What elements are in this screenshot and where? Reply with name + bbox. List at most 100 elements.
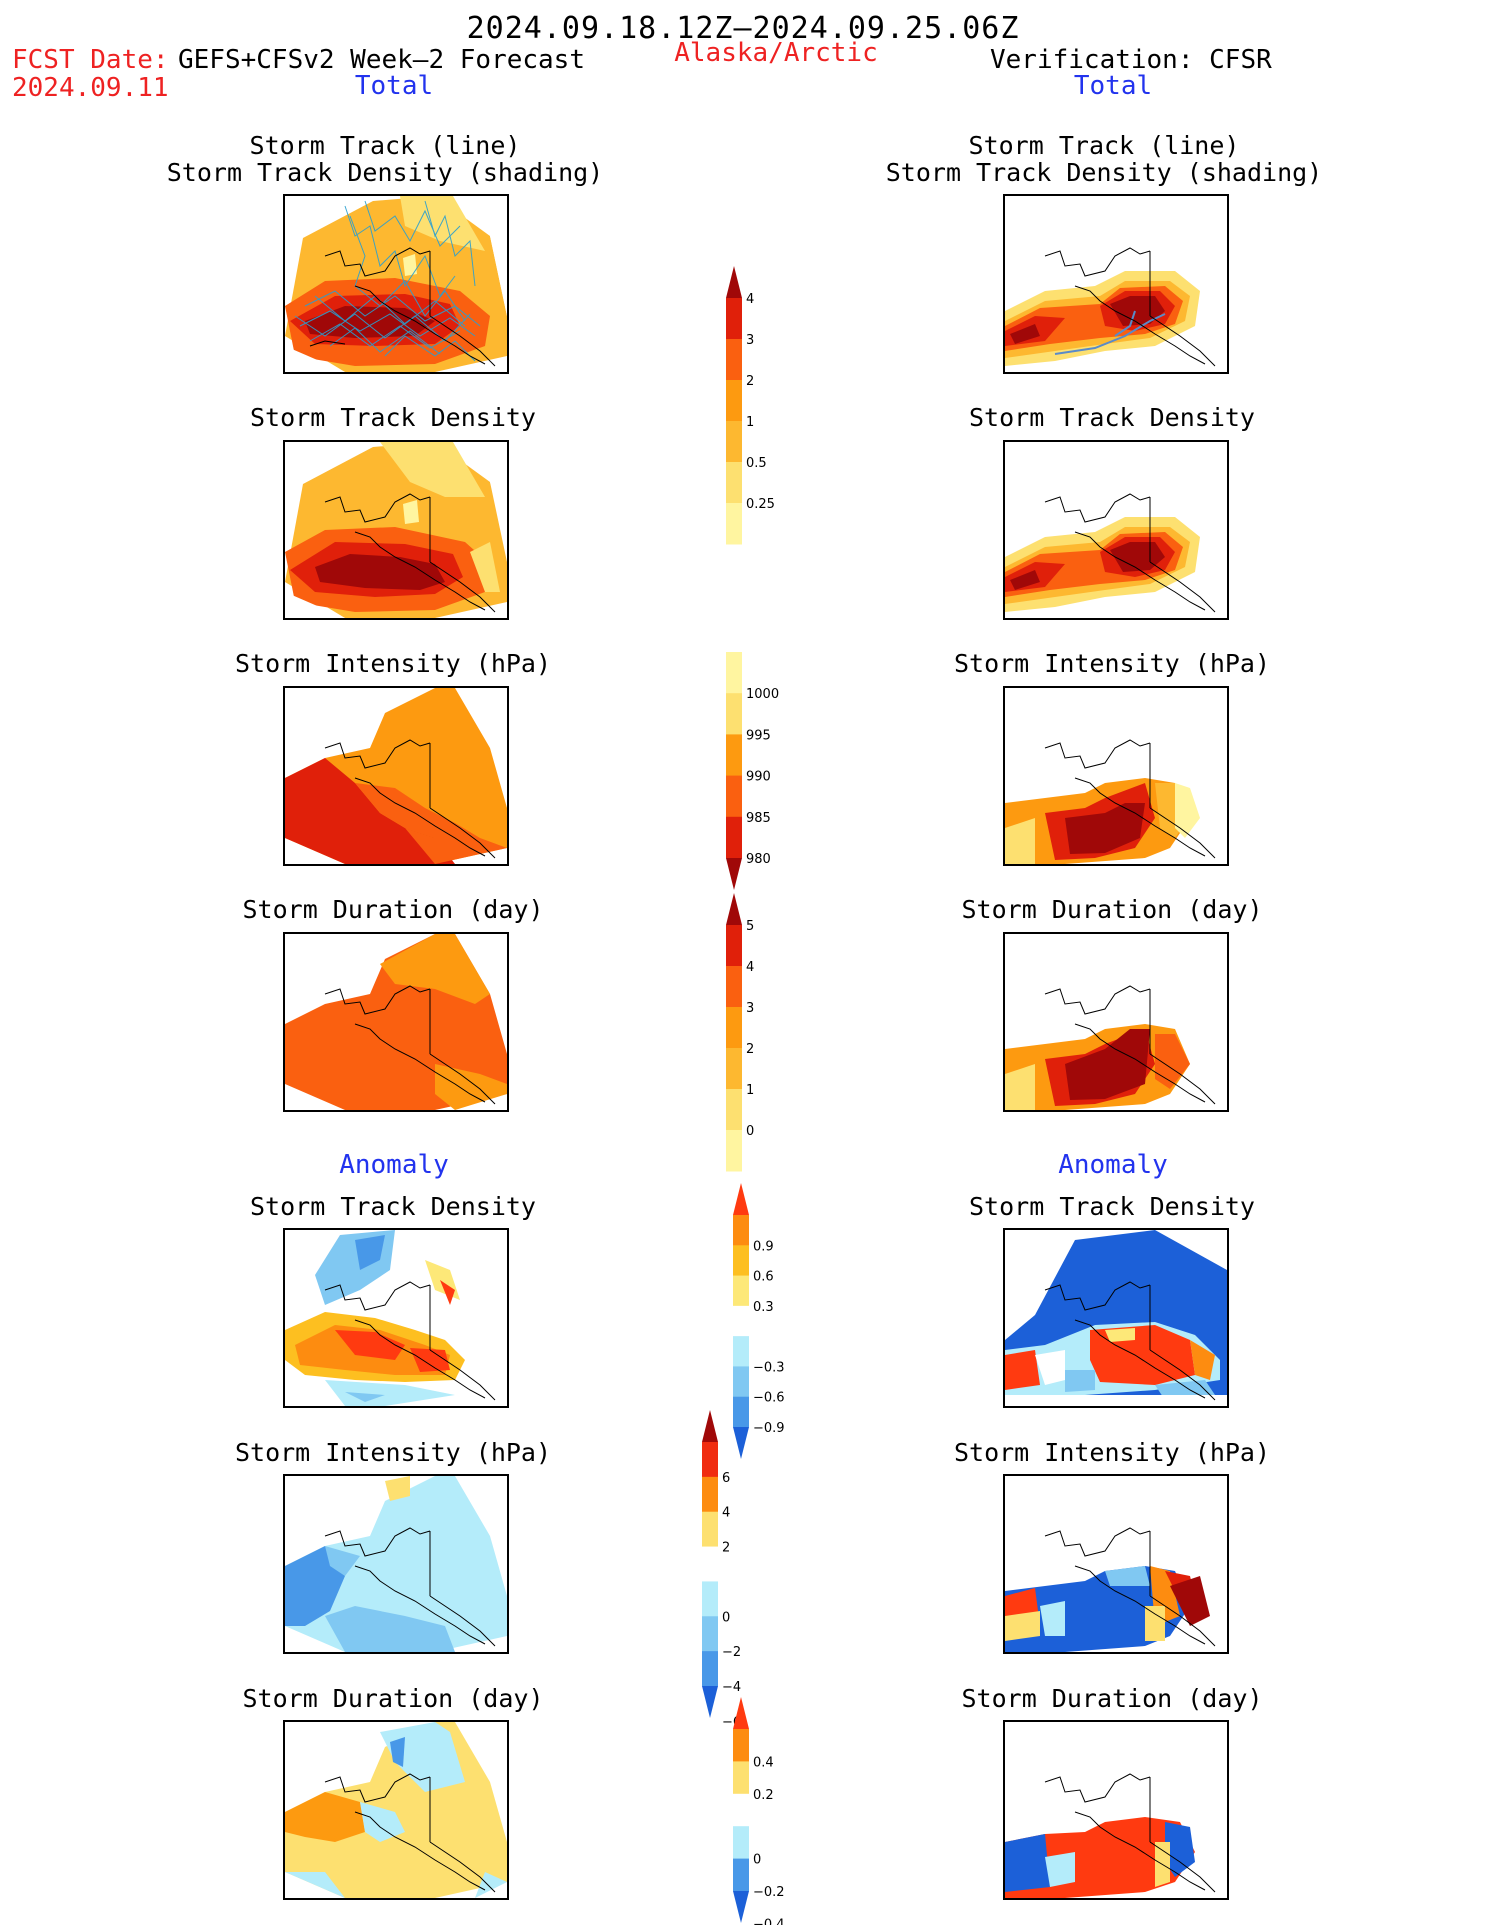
colorbar-tick-label: 2 [746, 374, 754, 389]
colorbar-tick-label: 0.25 [746, 497, 775, 512]
left-track-line-title: Storm Track (line) [249, 131, 521, 160]
colorbar-cell [702, 1581, 718, 1617]
colorbar-cell [726, 503, 742, 545]
verification-storm-intensity-map [1003, 686, 1229, 866]
colorbar-cell [733, 1245, 749, 1277]
colorbar-tick-label: 4 [746, 960, 754, 975]
right-duration-title: Storm Duration (day) [961, 895, 1263, 924]
colorbar-tick-label: 2 [746, 1042, 754, 1057]
right-anom-intensity-title: Storm Intensity (hPa) [953, 1438, 1271, 1467]
colorbar-tick-label: 4 [722, 1506, 730, 1521]
colorbar-tick-label: −0.6 [753, 1391, 785, 1406]
left-track-shading-title: Storm Track Density (shading) [166, 158, 604, 187]
colorbar-tick-label: 0 [753, 1853, 761, 1868]
colorbar-cell [726, 693, 742, 735]
colorbar-tick-label: −0.3 [753, 1360, 785, 1375]
intensity-total-colorbar: 1000 995 990 985 980 [726, 652, 796, 890]
density-total-colorbar: 0.25 0.5 1 2 3 4 [726, 266, 796, 545]
forecast-anomaly-density-map [283, 1228, 509, 1408]
colorbar-cell [733, 1793, 749, 1827]
colorbar-tick-label: 0.6 [753, 1270, 774, 1285]
colorbar-tick-label: 4 [746, 292, 754, 307]
duration-total-colorbar: 0 1 2 3 4 5 [726, 893, 796, 1172]
colorbar-cell [733, 1305, 749, 1337]
duration-anomaly-colorbar: 0.4 0.2 0 −0.2 −0.4 [733, 1697, 803, 1925]
colorbar-top-triangle [726, 266, 742, 298]
colorbar-tick-label: 1 [746, 1083, 754, 1098]
colorbar-cell [733, 1826, 749, 1860]
colorbar-cell [726, 1048, 742, 1090]
left-anom-duration-title: Storm Duration (day) [242, 1684, 544, 1713]
colorbar-tick-label: 1 [746, 415, 754, 430]
colorbar-bottom-triangle [733, 1891, 749, 1923]
colorbar-cell [702, 1651, 718, 1687]
colorbar-cell [726, 925, 742, 967]
verification-anomaly-density-map [1003, 1228, 1229, 1408]
forecast-storm-intensity-map [283, 686, 509, 866]
colorbar-cell [726, 462, 742, 504]
colorbar-tick-label: 0.2 [753, 1788, 774, 1803]
colorbar-tick-label: 0 [746, 1124, 754, 1139]
verification-track-density-map [1003, 194, 1229, 374]
colorbar-tick-label: 5 [746, 919, 754, 934]
colorbar-cell [702, 1616, 718, 1652]
colorbar-tick-label: 980 [746, 852, 771, 867]
colorbar-tick-label: 995 [746, 728, 771, 743]
left-anomaly-heading: Anomaly [339, 1150, 449, 1180]
left-anom-intensity-title: Storm Intensity (hPa) [234, 1438, 552, 1467]
left-intensity-title: Storm Intensity (hPa) [234, 649, 552, 678]
left-duration-title: Storm Duration (day) [242, 895, 544, 924]
colorbar-tick-label: −4 [722, 1680, 741, 1695]
colorbar-tick-label: −2 [722, 1645, 741, 1660]
density-anomaly-colorbar: 0.9 0.6 0.3 −0.3 −0.6 −0.9 [733, 1183, 803, 1459]
right-total-heading: Total [1073, 71, 1153, 101]
region-label: Alaska/Arctic [674, 38, 878, 68]
colorbar-tick-label: 2 [722, 1541, 730, 1556]
colorbar-top-triangle [702, 1410, 718, 1442]
colorbar-cell [726, 1089, 742, 1131]
colorbar-cell [726, 816, 742, 859]
intensity-anomaly-colorbar: 6 4 2 0 −2 −4 −6 [702, 1410, 772, 1730]
fcst-description: GEFS+CFSv2 Week–2 Forecast [178, 45, 585, 75]
left-anom-density-title: Storm Track Density [250, 1192, 536, 1221]
colorbar-cell [726, 966, 742, 1008]
right-anomaly-heading: Anomaly [1058, 1150, 1168, 1180]
colorbar-cell [702, 1546, 718, 1582]
colorbar-tick-label: 0 [722, 1610, 730, 1625]
colorbar-cell [733, 1366, 749, 1398]
colorbar-tick-label: −0.4 [753, 1917, 785, 1925]
verification-storm-density-map [1003, 440, 1229, 620]
colorbar-tick-label: 0.3 [753, 1300, 774, 1315]
right-anom-duration-title: Storm Duration (day) [961, 1684, 1263, 1713]
verification-storm-duration-map [1003, 932, 1229, 1112]
colorbar-bottom-triangle [702, 1686, 718, 1718]
colorbar-cell [702, 1476, 718, 1513]
colorbar-cell [726, 380, 742, 422]
colorbar-cell [733, 1215, 749, 1246]
colorbar-cell [726, 1007, 742, 1049]
right-track-line-title: Storm Track (line) [968, 131, 1240, 160]
right-anom-density-title: Storm Track Density [969, 1192, 1255, 1221]
colorbar-top-triangle [726, 893, 742, 925]
date-range-title: 2024.09.18.12Z–2024.09.25.06Z [466, 11, 1020, 46]
colorbar-cell [726, 734, 742, 777]
colorbar-cell [726, 298, 742, 340]
forecast-track-density-map [283, 194, 509, 374]
colorbar-tick-label: 6 [722, 1471, 730, 1486]
verification-anomaly-intensity-map [1003, 1474, 1229, 1654]
colorbar-cell [733, 1336, 749, 1367]
left-density-title: Storm Track Density [250, 403, 536, 432]
colorbar-cell [733, 1396, 749, 1428]
colorbar-tick-label: −0.2 [753, 1885, 785, 1900]
colorbar-cell [726, 339, 742, 381]
colorbar-cell [726, 421, 742, 463]
colorbar-cell [726, 775, 742, 818]
colorbar-tick-label: 0.4 [753, 1755, 774, 1770]
colorbar-cell [733, 1275, 749, 1307]
colorbar-cell [733, 1858, 749, 1892]
colorbar-tick-label: 3 [746, 333, 754, 348]
forecast-anomaly-intensity-map [283, 1474, 509, 1654]
forecast-storm-density-map [283, 440, 509, 620]
forecast-anomaly-duration-map [283, 1720, 509, 1900]
colorbar-top-triangle [733, 1183, 749, 1215]
